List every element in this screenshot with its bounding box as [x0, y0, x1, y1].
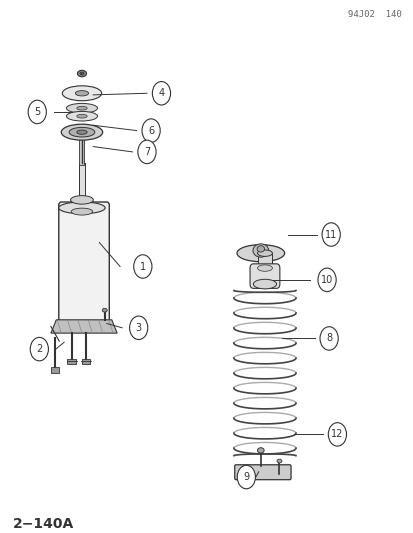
Text: 5: 5 [34, 107, 40, 117]
Bar [257, 253, 272, 268]
Text: 11: 11 [324, 230, 337, 239]
Ellipse shape [71, 208, 93, 215]
Ellipse shape [77, 107, 87, 110]
FancyBboxPatch shape [249, 264, 279, 288]
Ellipse shape [257, 448, 263, 453]
Bar [67, 359, 76, 364]
Text: 6: 6 [148, 126, 154, 135]
FancyBboxPatch shape [234, 465, 290, 480]
Ellipse shape [66, 111, 97, 121]
Ellipse shape [59, 202, 105, 214]
Bar [78, 163, 85, 205]
Text: 7: 7 [143, 147, 150, 157]
Polygon shape [51, 320, 117, 333]
Text: 12: 12 [330, 430, 343, 439]
Ellipse shape [102, 308, 107, 312]
Ellipse shape [257, 250, 272, 256]
Circle shape [321, 223, 339, 246]
FancyBboxPatch shape [59, 202, 109, 323]
Circle shape [133, 255, 152, 278]
Ellipse shape [75, 91, 88, 96]
Text: 10: 10 [320, 275, 332, 285]
Ellipse shape [70, 196, 93, 204]
Bar [51, 367, 59, 373]
Bar [82, 359, 90, 364]
Circle shape [317, 268, 335, 292]
Ellipse shape [257, 265, 272, 271]
Ellipse shape [252, 244, 268, 257]
Ellipse shape [69, 127, 95, 137]
Ellipse shape [236, 245, 284, 262]
Ellipse shape [77, 130, 87, 134]
Text: 3: 3 [135, 323, 141, 333]
Ellipse shape [253, 279, 276, 289]
Circle shape [28, 100, 46, 124]
Text: 2: 2 [36, 344, 43, 354]
Circle shape [328, 423, 346, 446]
Text: 1: 1 [140, 262, 145, 271]
Circle shape [142, 119, 160, 142]
Circle shape [319, 327, 337, 350]
Text: 9: 9 [243, 472, 249, 482]
Ellipse shape [77, 70, 86, 77]
Ellipse shape [77, 115, 87, 118]
Circle shape [237, 465, 255, 489]
Ellipse shape [66, 103, 97, 113]
Ellipse shape [61, 124, 102, 140]
Text: 8: 8 [325, 334, 331, 343]
Text: 4: 4 [158, 88, 164, 98]
Ellipse shape [62, 86, 102, 101]
Circle shape [30, 337, 48, 361]
Ellipse shape [276, 459, 281, 463]
Text: 94J02  140: 94J02 140 [347, 10, 401, 19]
Ellipse shape [256, 246, 264, 252]
Circle shape [129, 316, 147, 340]
Text: 2−140A: 2−140A [12, 517, 74, 531]
Circle shape [138, 140, 156, 164]
Bar [79, 136, 84, 165]
Circle shape [152, 82, 170, 105]
Ellipse shape [80, 72, 83, 75]
